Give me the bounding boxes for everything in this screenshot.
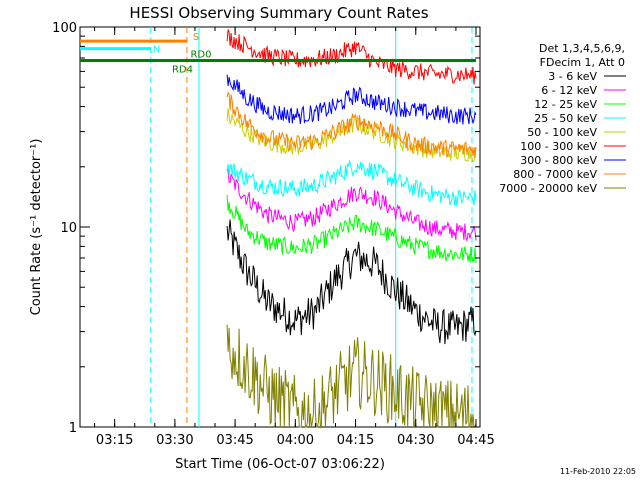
series-line-0	[226, 219, 477, 345]
footer-timestamp: 11-Feb-2010 22:05	[560, 467, 636, 476]
y-axis-label: Count Rate (s⁻¹ detector⁻¹)	[29, 139, 44, 316]
legend-label-0: 3 - 6 keV	[548, 70, 597, 83]
series-line-5	[226, 29, 477, 85]
y-axis: 1 10 100	[52, 21, 480, 436]
series-line-7	[226, 91, 477, 158]
x-tick-label-5: 04:30	[397, 433, 434, 448]
legend-label-5: 100 - 300 keV	[520, 140, 597, 153]
legend-label-2: 12 - 25 keV	[534, 98, 597, 111]
legend-label-1: 6 - 12 keV	[541, 84, 597, 97]
x-tick-label-0: 03:15	[96, 433, 133, 448]
annotation-label-1: N	[153, 45, 160, 56]
legend-header-0: Det 1,3,4,5,6,9,	[539, 42, 625, 55]
y-tick-label-1: 10	[60, 221, 77, 236]
x-tick-label-4: 04:15	[337, 433, 374, 448]
series-line-2	[226, 194, 477, 264]
y-tick-label-2: 100	[52, 21, 77, 36]
legend-label-3: 25 - 50 keV	[534, 112, 597, 125]
series-line-6	[226, 74, 477, 125]
x-tick-label-1: 03:30	[156, 433, 193, 448]
legend-label-6: 300 - 800 keV	[520, 154, 597, 167]
annotation-label-3: RD4	[172, 64, 193, 75]
legend-label-7: 800 - 7000 keV	[513, 168, 597, 181]
series-layer	[226, 29, 477, 429]
legend-label-4: 50 - 100 keV	[527, 126, 597, 139]
y-tick-label-0: 1	[69, 421, 77, 436]
x-axis-label: Start Time (06-Oct-07 03:06:22)	[175, 457, 385, 472]
x-tick-label-3: 04:00	[277, 433, 314, 448]
annotation-label-0: S	[193, 32, 199, 43]
legend-header-1: FDecim 1, Att 0	[540, 56, 625, 69]
legend: Det 1,3,4,5,6,9,FDecim 1, Att 03 - 6 keV…	[499, 42, 626, 195]
x-tick-label-6: 04:45	[457, 433, 494, 448]
annotation-layer: S N RD0 RD4	[80, 32, 476, 75]
marker-layer	[150, 27, 473, 427]
chart-title: HESSI Observing Summary Count Rates	[129, 4, 428, 22]
x-tick-label-2: 03:45	[216, 433, 253, 448]
x-axis: 03:15 03:30 03:45 04:00 04:15 04:30 04:45	[94, 27, 495, 448]
legend-label-8: 7000 - 20000 keV	[499, 182, 597, 195]
series-line-8	[226, 324, 477, 429]
annotation-label-2: RD0	[190, 49, 211, 60]
series-line-3	[226, 160, 477, 207]
series-line-1	[226, 168, 477, 243]
